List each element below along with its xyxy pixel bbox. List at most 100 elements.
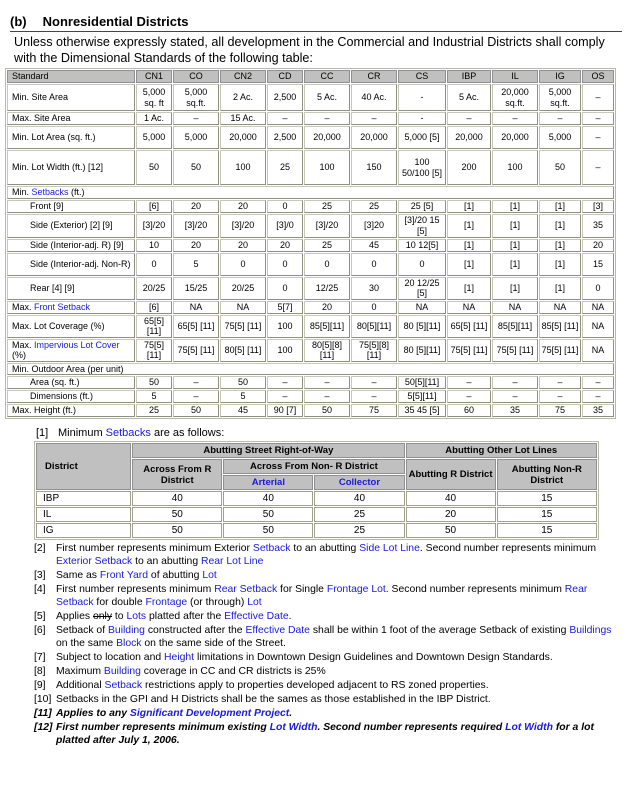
table-cell: 85[5][11]	[304, 314, 350, 338]
table-cell: 75[5] [11]	[539, 338, 581, 362]
term-link[interactable]: Lot	[202, 570, 217, 581]
footnote-segment: to	[112, 611, 127, 622]
row-label-text: Min.	[12, 187, 32, 197]
term-link[interactable]: Effective Date	[224, 611, 289, 622]
table-cell: NA	[582, 314, 614, 338]
dimensional-standards-table: Standard CN1 CO CN2 CD CC CR CS IBP IL IG OS Min. S…	[5, 68, 616, 419]
term-link[interactable]: Exterior Setback	[56, 556, 133, 567]
term-link[interactable]: Block	[116, 638, 142, 649]
table-cell: 25 [5]	[398, 199, 446, 213]
term-link[interactable]: Lots	[126, 611, 147, 622]
table-header-row: Standard CN1 CO CN2 CD CC CR CS IBP IL IG OS	[7, 70, 614, 83]
footnote-segment: only	[92, 611, 113, 622]
table-cell: 20 12/25 [5]	[398, 276, 446, 300]
row-label: Min. Lot Width (ft.) [12]	[7, 150, 135, 185]
table-cell: 65[5] [11]	[136, 314, 172, 338]
minimum-setbacks-table: District Abutting Street Right-of-Way Ab…	[34, 441, 599, 540]
table-cell: –	[539, 112, 581, 125]
footnote-text: Same as Front Yard of abutting Lot	[56, 569, 217, 582]
column-header-cs: CS	[398, 70, 446, 83]
table-cell: –	[582, 390, 614, 403]
term-link[interactable]: Lot Width	[505, 722, 553, 733]
table-cell: –	[304, 390, 350, 403]
table-cell: 50	[136, 150, 172, 185]
term-link[interactable]: Frontage Lot	[326, 584, 386, 595]
row-label-text: Dimensions (ft.)	[30, 391, 94, 402]
table-cell: 85[5] [11]	[539, 314, 581, 338]
table-cell: –	[447, 112, 491, 125]
footnote-text: Applies to any Significant Development P…	[56, 707, 292, 720]
table-cell: 50	[173, 404, 219, 417]
term-link[interactable]: Side Lot Line	[359, 543, 420, 554]
table-cell: 45	[220, 404, 266, 417]
term-link[interactable]: Height	[164, 652, 195, 663]
term-link[interactable]: Frontage	[145, 597, 188, 608]
footnote-text: are as follows:	[150, 427, 225, 439]
table-row: Max. Impervious Lot Cover (%) 75[5] [11] 7…	[7, 338, 614, 362]
arterial-link[interactable]: Arterial	[223, 475, 314, 490]
collector-link[interactable]: Collector	[314, 475, 405, 490]
table-cell: [6]	[136, 199, 172, 213]
term-link[interactable]: Lot	[247, 597, 262, 608]
setback-cell: 50	[132, 507, 223, 522]
term-link[interactable]: Rear Setback	[56, 584, 588, 608]
table-cell: –	[582, 126, 614, 149]
table-cell: 5,000	[539, 126, 581, 149]
table-cell: –	[351, 390, 397, 403]
table-cell: 35	[582, 213, 614, 238]
table-row: Max. Height (ft.) 25 50 45 90 [7] 50 75 35 45 […	[7, 404, 614, 417]
term-link[interactable]: Building	[103, 666, 141, 677]
row-label-link[interactable]: Impervious Lot Cover	[34, 339, 120, 350]
footnote-text: Setback of Building constructed after th…	[56, 624, 619, 650]
term-link[interactable]: Front Yard	[99, 570, 149, 581]
footnote-segment: limitations in Downtown Design Guideline…	[194, 652, 553, 663]
footnote-segment: on the same side of the Street.	[141, 638, 286, 649]
footnote-text: First number represents minimum existing…	[56, 721, 619, 747]
term-link[interactable]: Buildings	[569, 625, 612, 636]
setback-cell: 50	[132, 523, 223, 538]
term-link[interactable]: Significant Development Project	[129, 708, 290, 719]
term-link[interactable]: Lot Width	[269, 722, 318, 733]
term-link[interactable]: Effective Date	[245, 625, 310, 636]
footnote-text: Maximum Building coverage in CC and CR d…	[56, 665, 326, 678]
table-cell: 80[5][8] [11]	[304, 338, 350, 362]
section-title: Nonresidential Districts	[42, 14, 189, 29]
row-label-link[interactable]: Front Setback	[34, 301, 91, 312]
table-cell: [1]	[492, 213, 538, 238]
table-cell: [1]	[539, 213, 581, 238]
table-cell: 75[5] [11]	[492, 338, 538, 362]
row-label-text: Max. Lot Coverage (%)	[12, 320, 105, 331]
table-cell: [1]	[539, 276, 581, 300]
table-cell: [3]/20	[136, 213, 172, 238]
column-header-ig: IG	[539, 70, 581, 83]
row-label-link[interactable]: Setbacks	[31, 187, 69, 197]
table-cell: -	[398, 112, 446, 125]
footnote-segment: shall be within 1 foot of the average Se…	[309, 625, 570, 636]
row-label: Side (Interior-adj. R) [9]	[7, 238, 135, 252]
term-link[interactable]: Setback	[104, 680, 143, 691]
footnote: [11] Applies to any Significant Developme…	[34, 707, 619, 720]
setbacks-link[interactable]: Setbacks	[105, 427, 151, 439]
column-header-os: OS	[582, 70, 614, 83]
table-cell: –	[492, 112, 538, 125]
row-label-text: Area (sq. ft.)	[30, 377, 80, 388]
term-link[interactable]: Building	[107, 625, 145, 636]
table-cell: 0	[267, 276, 303, 300]
term-link[interactable]: Setback	[252, 543, 291, 554]
table-cell: 200	[447, 150, 491, 185]
table-cell: [1]	[492, 199, 538, 213]
table-cell: 5	[136, 390, 172, 403]
table-cell: –	[173, 376, 219, 389]
table-cell: 5,000 sq.ft.	[173, 84, 219, 111]
term-link[interactable]: Rear Lot Line	[200, 556, 264, 567]
table-cell: –	[267, 112, 303, 125]
footnote-segment: coverage in CC and CR districts is 25%	[140, 666, 326, 677]
setback-cell: 15	[496, 523, 597, 538]
term-link[interactable]: Rear Setback	[214, 584, 278, 595]
intro-paragraph: Unless otherwise expressly stated, all d…	[14, 35, 605, 65]
table-cell: 0	[267, 199, 303, 213]
table-row: Max. Front Setback [6] NA NA 5[7] 20 0 NA NA NA NA…	[7, 300, 614, 314]
footnote: [12] First number represents minimum exis…	[34, 721, 619, 747]
setback-cell: 50	[223, 507, 314, 522]
table-cell: 0	[136, 252, 172, 276]
